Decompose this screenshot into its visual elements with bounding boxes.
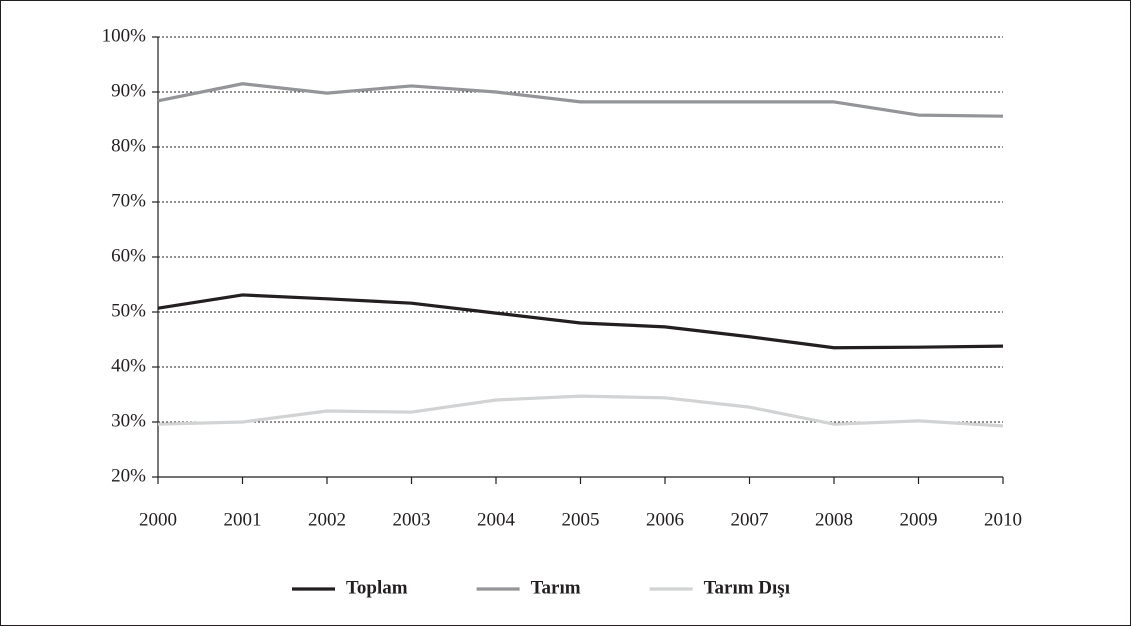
x-tick-label: 2009 [900, 509, 938, 530]
series-line [157, 82, 1004, 118]
series-line [157, 394, 1004, 428]
legend-label: Tarım [531, 577, 581, 598]
x-tick-label: 2007 [731, 509, 769, 530]
y-tick-label: 30% [111, 410, 146, 431]
legend-label: Tarım Dışı [704, 577, 790, 598]
series-line [157, 293, 1004, 350]
legend-label: Toplam [346, 577, 408, 598]
x-tick-label: 2010 [984, 509, 1022, 530]
y-tick-label: 40% [111, 355, 146, 376]
y-tick-label: 20% [111, 465, 146, 486]
y-tick-label: 60% [111, 245, 146, 266]
x-tick-label: 2004 [477, 509, 516, 530]
x-tick-label: 2006 [646, 509, 684, 530]
x-tick-label: 2008 [815, 509, 853, 530]
y-tick-label: 100% [102, 25, 147, 46]
x-tick-label: 2002 [308, 509, 346, 530]
x-tick-label: 2000 [139, 509, 177, 530]
y-tick-label: 50% [111, 300, 146, 321]
y-tick-label: 80% [111, 135, 146, 156]
x-tick-label: 2003 [393, 509, 431, 530]
x-tick-label: 2001 [224, 509, 262, 530]
y-tick-label: 70% [111, 190, 146, 211]
y-tick-label: 90% [111, 80, 146, 101]
x-tick-label: 2005 [562, 509, 600, 530]
